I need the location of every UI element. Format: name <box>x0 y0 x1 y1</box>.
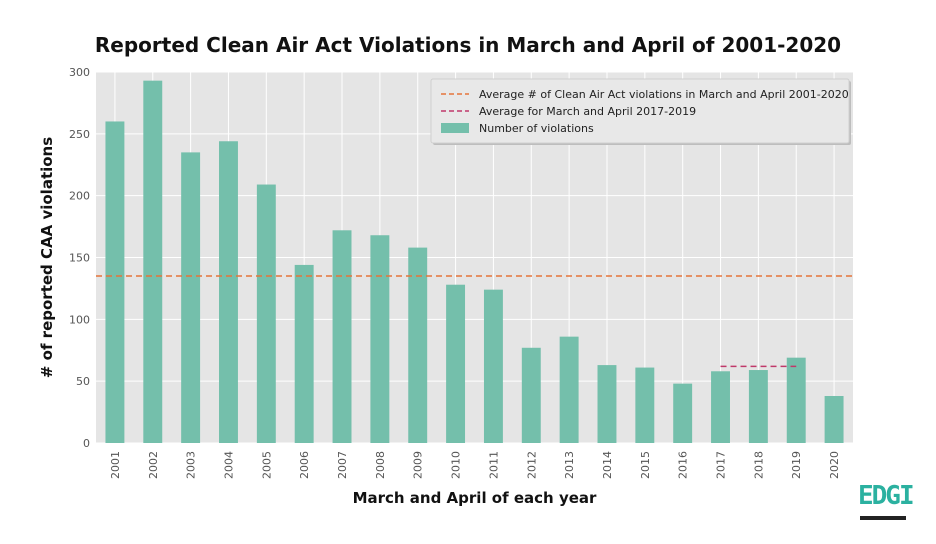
bars <box>105 80 844 443</box>
x-tick-label: 2017 <box>715 451 728 479</box>
y-tick-label: 250 <box>69 128 90 141</box>
bar-2005 <box>256 184 276 443</box>
x-tick-label: 2011 <box>487 451 500 479</box>
x-ticks: 2001 2002 2003 2004 2005 2006 2007 2008 2009 2010… <box>109 451 841 479</box>
x-axis-label: March and April of each year <box>353 489 597 507</box>
x-tick-label: 2002 <box>147 451 160 479</box>
bar-2020 <box>824 396 844 443</box>
bar-2008 <box>370 235 390 443</box>
bar-2006 <box>294 264 314 443</box>
legend-label: Average for March and April 2017-2019 <box>479 105 696 118</box>
x-tick-label: 2008 <box>374 451 387 479</box>
x-tick-label: 2003 <box>185 451 198 479</box>
bar-2017 <box>711 371 730 443</box>
bar-2001 <box>105 121 125 443</box>
y-tick-label: 300 <box>69 66 90 79</box>
bar-2004 <box>219 141 238 443</box>
x-tick-label: 2015 <box>639 451 652 479</box>
legend-box <box>430 78 850 144</box>
x-tick-label: 2018 <box>752 451 765 479</box>
y-ticks: 0 50 100 150 200 250 300 <box>69 66 90 450</box>
bar-2013 <box>559 336 579 443</box>
y-tick-label: 150 <box>69 252 90 265</box>
x-tick-label: 2014 <box>601 451 614 479</box>
x-tick-label: 2013 <box>563 451 576 479</box>
chart-title: Reported Clean Air Act Violations in Mar… <box>94 33 842 57</box>
bar-2003 <box>181 152 201 443</box>
bar-2014 <box>597 365 617 443</box>
y-tick-label: 100 <box>69 313 90 326</box>
logo-underline <box>860 516 906 520</box>
legend: Average # of Clean Air Act violations in… <box>430 78 851 145</box>
y-axis-label: # of reported CAA violations <box>38 137 56 378</box>
x-tick-label: 2020 <box>828 451 841 479</box>
y-tick-label: 0 <box>83 437 90 450</box>
logo-text: EDGI <box>858 481 915 511</box>
bar-2016 <box>673 383 693 443</box>
x-tick-label: 2012 <box>525 451 538 479</box>
legend-swatch <box>441 123 469 133</box>
legend-label: Average # of Clean Air Act violations in… <box>479 88 849 101</box>
reference-lines <box>96 275 853 368</box>
bar-2018 <box>748 370 768 443</box>
bar-2015 <box>635 367 655 443</box>
y-tick-label: 200 <box>69 190 90 203</box>
x-tick-label: 2016 <box>677 451 690 479</box>
edgi-logo: EDGI <box>858 481 915 521</box>
x-tick-label: 2007 <box>336 451 349 479</box>
bar-2007 <box>332 230 352 443</box>
x-tick-label: 2019 <box>790 451 803 479</box>
bar-2010 <box>446 284 466 443</box>
bar-2002 <box>143 80 163 443</box>
x-tick-label: 2006 <box>298 451 311 479</box>
bar-2009 <box>408 247 428 443</box>
legend-label: Number of violations <box>479 122 594 135</box>
x-tick-label: 2005 <box>260 451 273 479</box>
x-tick-label: 2010 <box>450 451 463 479</box>
bar-2012 <box>521 347 541 443</box>
x-tick-label: 2009 <box>412 451 425 479</box>
y-tick-label: 50 <box>76 375 90 388</box>
bar-2019 <box>786 357 806 443</box>
x-tick-label: 2004 <box>222 451 235 479</box>
bar-2011 <box>483 289 503 443</box>
x-tick-label: 2001 <box>109 451 122 479</box>
